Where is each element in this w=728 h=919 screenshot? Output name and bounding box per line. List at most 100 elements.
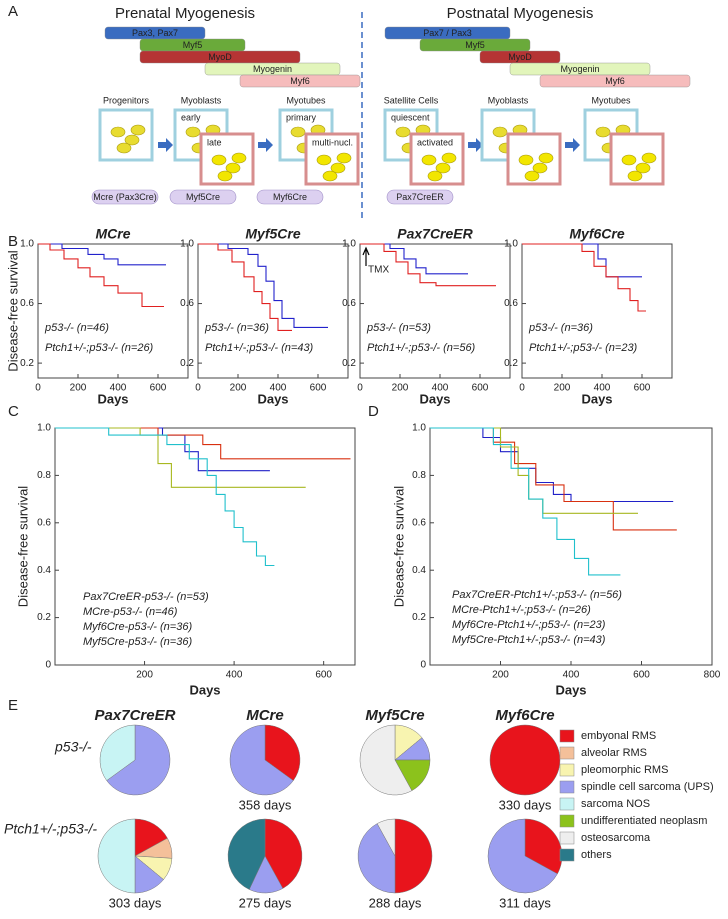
legend-entry: alveolar RMS — [581, 747, 647, 759]
survival-curve — [38, 243, 166, 266]
y-tick-label: 0.2 — [342, 358, 356, 369]
cell — [395, 126, 411, 138]
stage-label: Myoblasts — [181, 95, 222, 105]
cell — [225, 162, 241, 174]
legend-swatch — [559, 848, 575, 862]
legend-entry: pleomorphic RMS — [581, 764, 668, 776]
panel-label: B — [8, 233, 18, 250]
survival-curve — [430, 427, 674, 503]
legend-entry: Pax7CreER-Ptch1+/-;p53-/- (n=56) — [452, 589, 622, 601]
x-tick-label: 400 — [594, 383, 611, 394]
x-tick-label: 800 — [704, 670, 721, 681]
x-tick-label: 200 — [554, 383, 571, 394]
cell — [231, 152, 247, 164]
pie-slice — [229, 724, 294, 796]
x-tick-label: 600 — [634, 383, 651, 394]
plot-frame — [54, 427, 356, 666]
x-tick-label: 200 — [492, 670, 509, 681]
stage-state: late — [207, 137, 222, 147]
survival-curve — [198, 243, 328, 328]
arrow — [158, 138, 173, 152]
stage-label: Myoblasts — [488, 95, 529, 105]
cell — [595, 126, 611, 138]
survival-curve — [198, 243, 292, 331]
pie-annotation: 358 days — [239, 797, 292, 812]
cre-pill — [91, 189, 159, 205]
y-tick-label: 0.6 — [180, 298, 194, 309]
y-tick-label: 0.2 — [412, 612, 426, 623]
y-tick-label: 0.6 — [37, 517, 51, 528]
legend-swatch — [559, 780, 575, 794]
cre-pill — [386, 189, 454, 205]
gene-label: Myogenin — [253, 64, 292, 74]
y-axis-label: Disease-free survival — [15, 486, 30, 607]
row-label: Ptch1+/-;p53-/- — [4, 821, 97, 837]
x-tick-label: 400 — [563, 670, 580, 681]
y-axis-label: Disease-free survival — [391, 486, 406, 607]
annotation: TMX — [368, 265, 389, 276]
legend-entry: p53-/- (n=36) — [528, 322, 593, 334]
stage-label: Satellite Cells — [384, 95, 439, 105]
cell — [427, 170, 443, 182]
cell — [316, 154, 332, 166]
y-tick-label: 0.6 — [412, 517, 426, 528]
cell — [524, 170, 540, 182]
column-header: Myf5Cre — [365, 707, 424, 724]
legend-swatch — [559, 763, 575, 777]
survival-curve — [430, 427, 677, 531]
legend-entry: Myf5Cre-p53-/- (n=36) — [83, 636, 192, 648]
x-axis-label: Days — [189, 682, 220, 697]
x-tick-label: 600 — [150, 383, 167, 394]
cell — [421, 154, 437, 166]
legend-entry: p53-/- (n=46) — [44, 322, 109, 334]
chart-title: Pax7CreER — [397, 226, 473, 242]
legend-entry: Ptch1+/-;p53-/- (n=56) — [367, 342, 476, 354]
cre-pill — [169, 189, 237, 205]
legend-entry: osteosarcoma — [581, 832, 651, 844]
gene-label: Myf5 — [183, 40, 203, 50]
cell — [211, 154, 227, 166]
legend-entry: embyonal RMS — [581, 730, 656, 742]
legend-swatch — [559, 831, 575, 845]
column-header: MCre — [246, 707, 284, 724]
x-tick-label: 200 — [392, 383, 409, 394]
cell — [130, 124, 146, 136]
pie-slice — [97, 818, 136, 894]
survival-curve — [55, 427, 270, 472]
survival-curve — [522, 243, 646, 312]
legend-entry: spindle cell sarcoma (UPS) — [581, 781, 714, 793]
cell — [641, 152, 657, 164]
y-axis-label: Disease-free survival — [5, 250, 20, 371]
cell — [322, 170, 338, 182]
y-tick-label: 0.2 — [20, 358, 34, 369]
pie-annotation: 311 days — [499, 895, 551, 910]
legend-entry: Ptch1+/-;p53-/- (n=26) — [45, 342, 154, 354]
pie-annotation: 303 days — [109, 895, 162, 910]
y-tick-label: 0.6 — [342, 298, 356, 309]
legend-entry: undifferentiated neoplasm — [581, 815, 707, 827]
stage-state: activated — [417, 137, 453, 147]
cell — [635, 162, 651, 174]
legend-entry: MCre-p53-/- (n=46) — [83, 606, 178, 618]
y-tick-label: 0.6 — [504, 298, 518, 309]
survival-curve — [55, 427, 306, 488]
x-tick-label: 600 — [633, 670, 650, 681]
y-tick-label: 0.2 — [180, 358, 194, 369]
x-tick-label: 400 — [226, 670, 243, 681]
x-tick-label: 200 — [70, 383, 87, 394]
x-tick-label: 0 — [35, 383, 41, 394]
cell — [435, 162, 451, 174]
y-tick-label: 1.0 — [504, 239, 518, 250]
pie-slice — [487, 818, 558, 894]
cre-label: Myf5Cre — [186, 192, 220, 202]
y-tick-label: 0 — [420, 660, 426, 671]
x-tick-label: 400 — [270, 383, 287, 394]
cell — [217, 170, 233, 182]
cell — [110, 126, 126, 138]
x-tick-label: 600 — [315, 670, 332, 681]
plot-frame — [521, 243, 673, 379]
cre-pill — [256, 189, 324, 205]
legend-swatch — [559, 814, 575, 828]
survival-curve — [55, 427, 275, 567]
y-tick-label: 0 — [45, 660, 51, 671]
